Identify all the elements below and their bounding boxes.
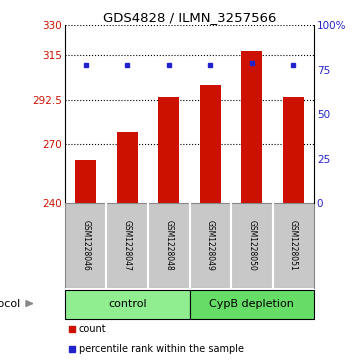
Text: GSM1228048: GSM1228048	[164, 220, 173, 271]
Text: percentile rank within the sample: percentile rank within the sample	[79, 344, 244, 354]
Bar	[190, 290, 314, 319]
Bar	[158, 97, 179, 203]
Bar	[65, 290, 190, 319]
Text: CypB depletion: CypB depletion	[209, 298, 294, 309]
Text: protocol: protocol	[0, 298, 20, 309]
Text: GSM1228051: GSM1228051	[289, 220, 298, 271]
Text: GSM1228046: GSM1228046	[81, 220, 90, 271]
Text: GSM1228050: GSM1228050	[247, 220, 256, 271]
Bar	[283, 97, 304, 203]
Bar	[117, 132, 138, 203]
Text: control: control	[108, 298, 147, 309]
Title: GDS4828 / ILMN_3257566: GDS4828 / ILMN_3257566	[103, 11, 276, 24]
Bar	[200, 85, 221, 203]
Bar	[242, 51, 262, 203]
Text: GSM1228047: GSM1228047	[123, 220, 132, 271]
Bar	[75, 160, 96, 203]
Text: GSM1228049: GSM1228049	[206, 220, 215, 271]
Text: count: count	[79, 325, 106, 334]
